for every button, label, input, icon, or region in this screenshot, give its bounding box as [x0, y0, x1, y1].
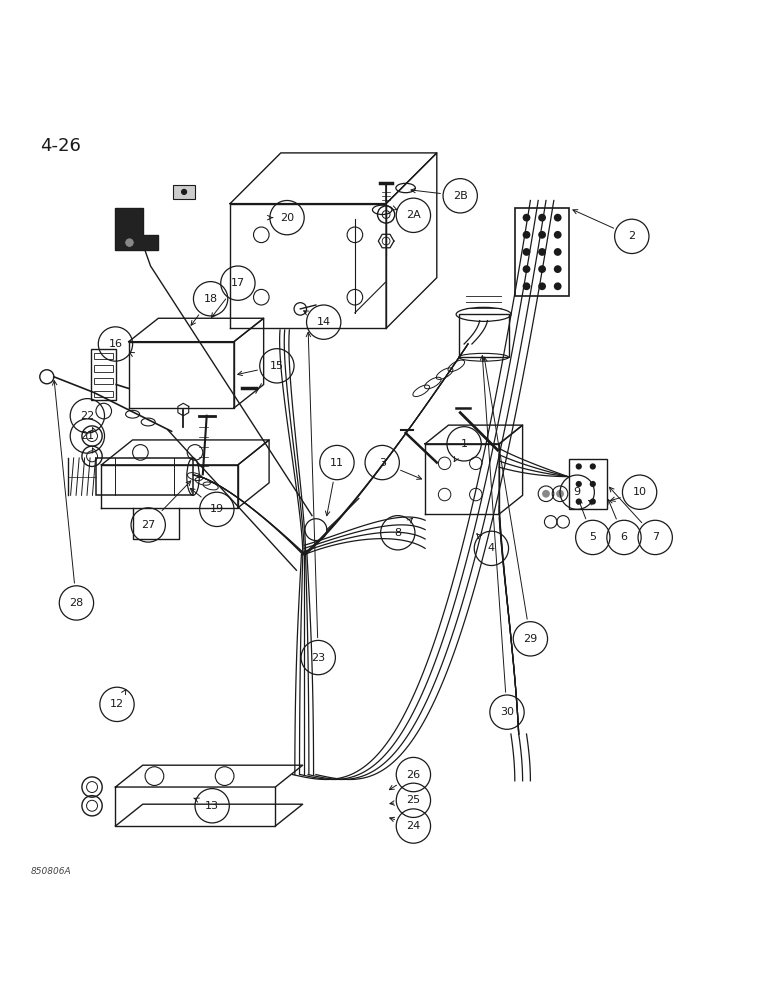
Circle shape: [556, 490, 564, 498]
Text: 7: 7: [651, 532, 659, 542]
Circle shape: [538, 231, 546, 239]
Text: 24: 24: [406, 821, 420, 831]
Text: 29: 29: [523, 634, 537, 644]
Circle shape: [554, 214, 562, 222]
Text: 4: 4: [488, 543, 495, 553]
Text: 30: 30: [500, 707, 514, 717]
Bar: [515, 208, 569, 296]
Circle shape: [523, 248, 530, 256]
Text: 13: 13: [205, 801, 219, 811]
Circle shape: [538, 265, 546, 273]
Text: 19: 19: [210, 504, 224, 514]
Text: 2A: 2A: [406, 210, 420, 220]
Text: 15: 15: [270, 361, 284, 371]
Bar: [569, 459, 607, 509]
Text: 1: 1: [461, 439, 467, 449]
Bar: [94, 365, 113, 372]
Text: 5: 5: [590, 532, 596, 542]
Circle shape: [554, 265, 562, 273]
Circle shape: [590, 481, 596, 487]
Text: 26: 26: [406, 770, 420, 780]
Text: 12: 12: [110, 699, 124, 709]
Text: 9: 9: [573, 487, 581, 497]
Text: 25: 25: [406, 795, 420, 805]
Text: 2B: 2B: [453, 191, 467, 201]
Circle shape: [538, 282, 546, 290]
Circle shape: [554, 231, 562, 239]
Bar: [91, 349, 116, 400]
Text: 23: 23: [311, 653, 325, 663]
Text: 6: 6: [621, 532, 627, 542]
Text: 21: 21: [80, 431, 94, 441]
Circle shape: [542, 490, 550, 498]
Circle shape: [523, 282, 530, 290]
Text: 11: 11: [330, 458, 344, 468]
Text: 18: 18: [204, 294, 218, 304]
Text: 22: 22: [80, 411, 94, 421]
Circle shape: [125, 238, 134, 247]
Text: 10: 10: [633, 487, 647, 497]
Text: 2: 2: [628, 231, 636, 241]
Text: 27: 27: [141, 520, 155, 530]
Circle shape: [523, 265, 530, 273]
Text: 14: 14: [317, 317, 331, 327]
Bar: [95, 458, 193, 495]
Text: 4-26: 4-26: [41, 137, 81, 155]
Circle shape: [590, 498, 596, 505]
Circle shape: [523, 231, 530, 239]
Circle shape: [590, 463, 596, 470]
Bar: [94, 391, 113, 397]
Bar: [459, 314, 509, 357]
Text: 16: 16: [108, 339, 122, 349]
Circle shape: [554, 282, 562, 290]
Text: 3: 3: [379, 458, 385, 468]
Circle shape: [538, 214, 546, 222]
Polygon shape: [115, 208, 158, 250]
Text: 17: 17: [231, 278, 245, 288]
Circle shape: [554, 248, 562, 256]
Circle shape: [523, 214, 530, 222]
Bar: [173, 185, 195, 199]
Bar: [94, 353, 113, 359]
Text: 20: 20: [280, 213, 294, 223]
Circle shape: [181, 189, 187, 195]
Circle shape: [576, 498, 582, 505]
Circle shape: [576, 463, 582, 470]
Circle shape: [538, 248, 546, 256]
Bar: [94, 378, 113, 384]
Text: 28: 28: [69, 598, 83, 608]
Circle shape: [576, 481, 582, 487]
Text: 850806A: 850806A: [31, 867, 72, 876]
Text: 8: 8: [394, 528, 402, 538]
